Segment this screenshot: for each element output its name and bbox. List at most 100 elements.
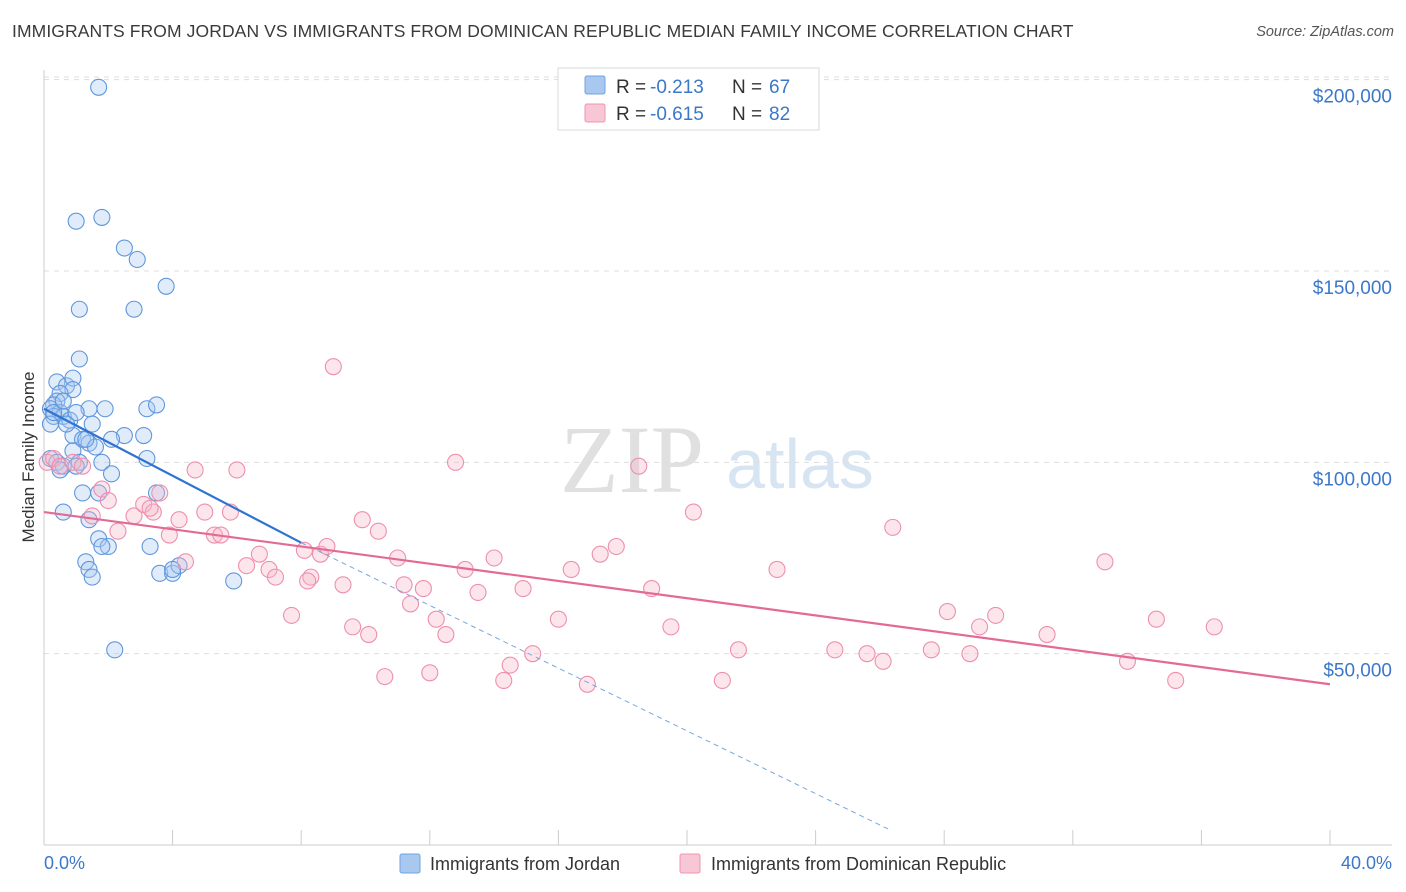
axes [43,70,1392,846]
data-point-dominican [266,568,285,586]
bottom-legend-swatch-jordan [399,853,421,874]
bottom-legend-swatch-dominican [679,853,701,874]
trend-line-jordan [43,407,302,544]
data-point-dominican [74,457,92,475]
data-point-dominican [237,557,256,575]
legend-n-value-dominican: 82 [769,104,790,125]
legend-r-value-jordan: -0.213 [650,77,704,98]
data-point-jordan [90,78,108,96]
data-point-jordan [54,503,72,521]
bottom-legend-label-jordan: Immigrants from Jordan [430,854,620,874]
data-point-dominican [971,618,989,636]
data-point-jordan [164,560,182,579]
data-point-dominican [578,675,596,693]
data-point-dominican [64,453,82,471]
data-point-dominican [324,358,342,376]
data-point-jordan [93,208,111,226]
data-point-dominican [607,537,625,556]
data-point-dominican [395,576,413,594]
data-point-dominican [1205,618,1223,636]
data-point-dominican [1147,610,1165,628]
data-point-jordan [99,537,117,556]
data-point-jordan [115,426,133,445]
data-point-dominican [938,603,956,621]
data-point-dominican [469,583,487,601]
data-point-jordan [115,239,133,257]
data-point-dominican [446,453,465,471]
watermark-atlas: atlas [726,425,874,503]
data-point-dominican [562,560,580,579]
data-point-jordan [102,465,121,483]
data-point-jordan [70,300,88,318]
data-point-jordan [83,415,101,433]
legend-swatch-jordan [584,75,606,95]
trend-line-jordan-extension [300,542,890,831]
data-point-jordan [64,381,82,399]
data-point-jordan [141,537,159,556]
data-point-dominican [485,549,503,567]
legend-n-label-dominican: N = [732,104,762,125]
data-point-dominican [987,606,1005,624]
data-point-jordan [135,426,153,445]
data-point-dominican [501,656,519,674]
data-point-dominican [729,641,747,659]
data-point-jordan [128,250,146,269]
data-point-dominican [250,545,268,563]
data-point-jordan [225,572,243,590]
data-point-jordan [125,300,143,318]
data-point-jordan [151,564,169,582]
bottom-legend-label-dominican: Immigrants from Dominican Republic [711,854,1006,874]
data-point-jordan [106,641,124,659]
data-point-dominican [427,610,445,628]
data-point-dominican [353,511,371,529]
data-point-dominican [768,560,786,579]
data-point-dominican [1096,553,1114,571]
data-point-dominican [1038,625,1056,644]
data-point-dominican [344,618,362,636]
y-tick-label-200000: $200,000 [1313,87,1392,108]
legend-n-label-jordan: N = [732,77,762,98]
data-point-dominican [369,522,387,540]
y-tick-labels: $50,000 $100,000 $150,000 $200,000 [1313,87,1392,682]
data-point-dominican [283,606,301,624]
series-dominican-points [38,358,1223,693]
data-point-dominican [360,625,378,644]
data-point-jordan [93,537,111,556]
data-point-dominican [196,503,214,521]
chart-title: IMMIGRANTS FROM JORDAN VS IMMIGRANTS FRO… [12,21,1074,41]
data-point-jordan [67,212,85,230]
data-point-dominican [495,671,513,689]
data-point-dominican [186,461,204,479]
source-label: Source: ZipAtlas.com [1256,24,1394,40]
x-tick-label-min: 0.0% [44,853,85,873]
data-point-dominican [51,457,69,475]
data-point-jordan [147,396,166,414]
data-point-jordan [96,400,114,418]
data-point-dominican [99,492,117,510]
legend-r-value-dominican: -0.615 [650,104,704,125]
data-point-jordan [138,400,156,418]
data-point-dominican [334,576,352,594]
data-point-dominican [524,645,542,663]
data-point-dominican [630,457,648,475]
legend-r-label-dominican: R = [616,104,646,125]
data-point-dominican [109,522,127,540]
data-point-dominican [299,572,317,590]
data-point-dominican [922,641,940,659]
data-point-dominican [228,461,246,479]
bottom-legend: Immigrants from Jordan Immigrants from D… [399,853,1006,874]
data-point-jordan [67,404,85,422]
data-point-jordan [93,453,111,471]
data-point-dominican [83,507,101,525]
data-point-dominican [514,580,532,598]
watermark: ZIP atlas [560,406,874,513]
x-tick-label-max: 40.0% [1341,853,1392,873]
data-point-dominican [713,671,731,689]
series-jordan-points [41,78,243,659]
data-point-jordan [83,568,101,586]
watermark-zip: ZIP [560,406,704,513]
data-point-jordan [70,350,88,368]
data-point-jordan [54,392,72,410]
y-tick-label-100000: $100,000 [1313,469,1392,490]
